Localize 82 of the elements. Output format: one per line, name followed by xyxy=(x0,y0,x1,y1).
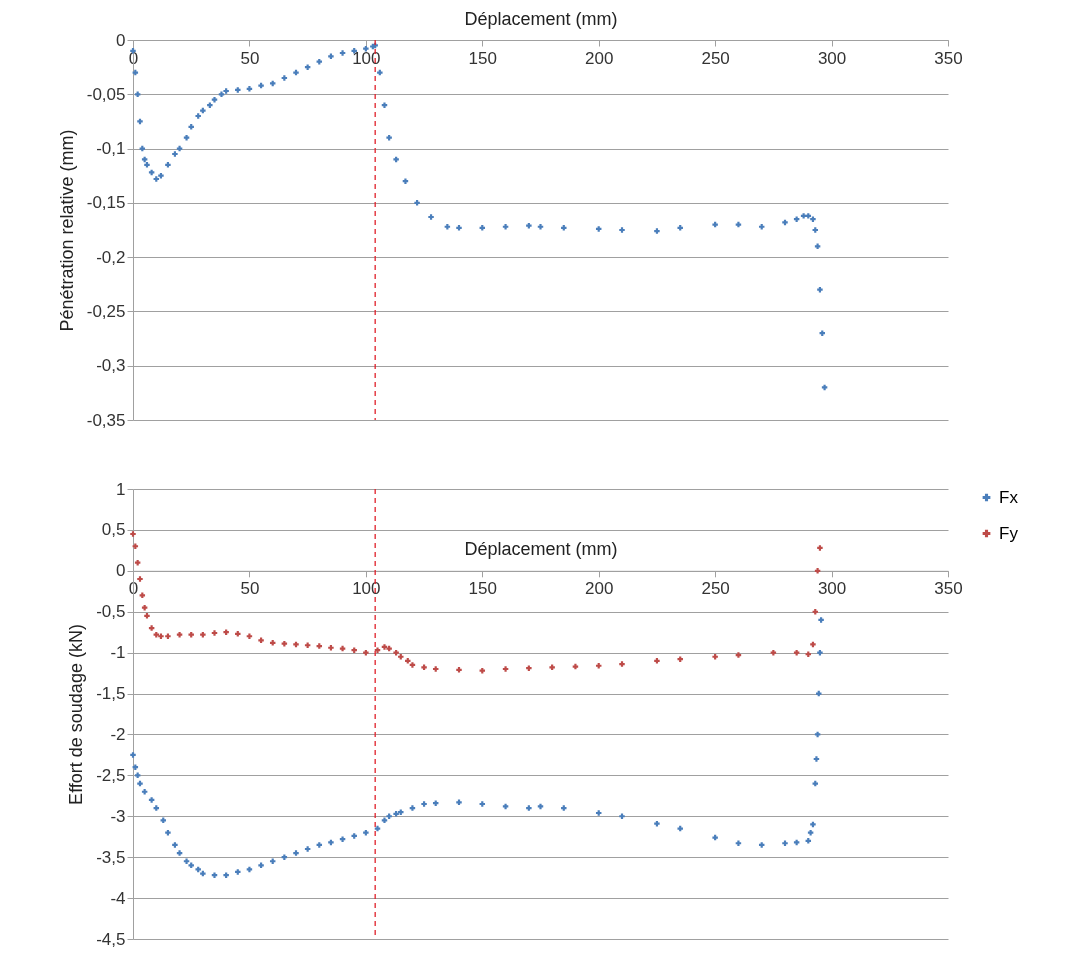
point xyxy=(246,633,253,640)
point xyxy=(393,649,399,656)
point xyxy=(456,667,462,673)
x-axis-title: Déplacement (mm) xyxy=(464,8,618,29)
y-tick-label: -2 xyxy=(110,724,126,744)
y-tick-label: -2,5 xyxy=(96,765,126,785)
point xyxy=(405,658,411,664)
y-tick-label: -0,1 xyxy=(96,139,126,159)
x-tick-label: 300 xyxy=(817,48,847,68)
y-tick-label: -0,3 xyxy=(96,356,126,376)
legend-label: Fy xyxy=(999,523,1019,543)
y-tick-label: -0,35 xyxy=(86,410,126,430)
y-tick-label: -1,5 xyxy=(96,684,126,704)
x-tick-label: 100 xyxy=(352,48,381,68)
point xyxy=(137,576,143,582)
y-tick-label: -4 xyxy=(110,888,126,908)
point xyxy=(374,647,381,653)
point xyxy=(619,661,625,667)
point xyxy=(386,645,392,652)
y-tick-label: -3,5 xyxy=(96,847,126,867)
point xyxy=(654,658,660,664)
y-tick-label: -0,15 xyxy=(86,193,126,213)
x-tick-label: 50 xyxy=(240,48,260,68)
y-tick-label: -3 xyxy=(110,806,126,826)
point xyxy=(144,613,150,619)
point xyxy=(810,641,816,648)
x-tick-label: 200 xyxy=(585,48,614,68)
y-tick-label: 1 xyxy=(116,479,126,499)
y-tick-label: -4,5 xyxy=(96,929,126,949)
x-tick-label: 100 xyxy=(352,579,381,599)
x-tick-label: 200 xyxy=(585,579,614,599)
point xyxy=(148,625,155,631)
x-tick-label: 150 xyxy=(468,48,497,68)
point xyxy=(381,644,388,650)
x-tick-label: 350 xyxy=(934,48,963,68)
y-tick-label: -0,05 xyxy=(86,84,126,104)
y-axis-title: Effort de soudage (kN) xyxy=(66,624,87,805)
point xyxy=(269,640,276,646)
x-axis-title: Déplacement (mm) xyxy=(464,539,618,560)
point xyxy=(235,631,241,637)
y-tick-label: -0,2 xyxy=(96,247,126,267)
point xyxy=(316,643,323,649)
y-tick-label: 0 xyxy=(116,30,126,50)
point xyxy=(165,633,171,640)
legend-label: Fx xyxy=(999,487,1019,507)
point xyxy=(328,644,334,651)
y-tick-label: 0,5 xyxy=(101,520,126,540)
point xyxy=(258,637,264,644)
point xyxy=(421,664,427,671)
point xyxy=(351,647,357,653)
point xyxy=(409,662,416,668)
point xyxy=(502,666,509,672)
point xyxy=(814,568,821,574)
point xyxy=(432,666,439,672)
point xyxy=(677,656,683,662)
point xyxy=(211,630,218,636)
y-tick-label: -1 xyxy=(110,643,126,663)
point xyxy=(398,653,404,660)
x-tick-label: 350 xyxy=(934,579,963,599)
point xyxy=(188,631,194,638)
y-axis-title: Pénétration relative (mm) xyxy=(56,129,77,332)
point xyxy=(549,664,555,671)
point xyxy=(363,649,369,656)
point xyxy=(572,663,579,670)
point xyxy=(223,629,229,635)
point xyxy=(712,653,718,660)
x-tick-label: 150 xyxy=(468,579,497,599)
point xyxy=(158,633,164,640)
x-tick-label: 250 xyxy=(701,579,730,599)
y-tick-label: 0 xyxy=(116,561,126,581)
x-tick-label: 250 xyxy=(701,48,730,68)
y-tick-label: -0,25 xyxy=(86,301,126,321)
x-tick-label: 300 xyxy=(817,579,847,599)
point xyxy=(817,545,823,551)
point xyxy=(735,652,742,658)
point xyxy=(339,645,346,652)
point xyxy=(293,641,299,648)
x-tick-label: 50 xyxy=(240,579,260,599)
point xyxy=(526,665,532,671)
point xyxy=(176,631,183,638)
point xyxy=(200,631,206,638)
y-tick-label: -0,5 xyxy=(96,602,126,622)
